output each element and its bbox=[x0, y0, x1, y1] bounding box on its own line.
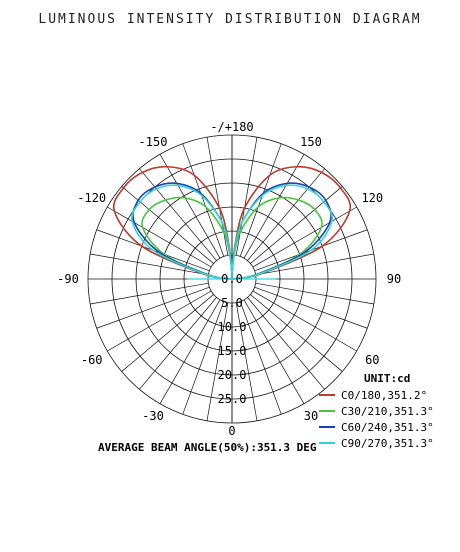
legend-label-c90: C90/270,351.3° bbox=[341, 436, 434, 450]
angle-label: 150 bbox=[300, 135, 322, 149]
grid-spoke bbox=[250, 186, 343, 264]
grid-spoke bbox=[254, 286, 368, 329]
radial-label: 25.0 bbox=[218, 392, 247, 406]
grid-spoke bbox=[159, 154, 221, 259]
legend-item-c0: C0/180,351.2° bbox=[319, 387, 434, 403]
grid-spoke bbox=[235, 137, 258, 256]
legend-label-c30: C30/210,351.3° bbox=[341, 404, 434, 418]
angle-label: -150 bbox=[139, 135, 168, 149]
radial-label: 15.0 bbox=[218, 344, 247, 358]
grid-spoke bbox=[121, 186, 214, 264]
legend-swatch-c30 bbox=[319, 410, 335, 412]
legend-swatch-c60 bbox=[319, 426, 335, 428]
angle-label: 120 bbox=[361, 191, 383, 205]
grid-spoke bbox=[206, 302, 229, 421]
grid-spoke bbox=[206, 137, 229, 256]
angle-label: -90 bbox=[57, 272, 79, 286]
legend-unit: UNIT:cd bbox=[364, 372, 411, 385]
angle-label: -/+180 bbox=[210, 120, 253, 134]
grid-spoke bbox=[243, 299, 305, 404]
legend-label-c60: C60/240,351.3° bbox=[341, 420, 434, 434]
grid-spoke bbox=[96, 286, 210, 329]
grid-spoke bbox=[139, 297, 217, 390]
radial-label: 20.0 bbox=[218, 368, 247, 382]
grid-spoke bbox=[159, 299, 221, 404]
grid-spoke bbox=[235, 302, 258, 421]
legend-label-c0: C0/180,351.2° bbox=[341, 388, 428, 402]
grid-spoke bbox=[239, 143, 282, 257]
beam-angle-text: AVERAGE BEAM ANGLE(50%):351.3 DEG bbox=[98, 441, 317, 454]
curve-c90 bbox=[130, 184, 334, 280]
radial-label: 0.0 bbox=[221, 272, 243, 286]
angle-label: 90 bbox=[387, 272, 401, 286]
legend-item-c60: C60/240,351.3° bbox=[319, 419, 434, 435]
legend: UNIT:cd C0/180,351.2° C30/210,351.3° C60… bbox=[319, 372, 434, 451]
legend-item-c30: C30/210,351.3° bbox=[319, 403, 434, 419]
grid-spoke bbox=[247, 297, 325, 390]
grid-spoke bbox=[255, 253, 374, 276]
grid-spoke bbox=[247, 168, 325, 261]
radial-label: 5.0 bbox=[221, 296, 243, 310]
grid-spoke bbox=[250, 294, 343, 372]
grid-spoke bbox=[182, 143, 225, 257]
angle-label: 60 bbox=[365, 353, 379, 367]
grid-spoke bbox=[121, 294, 214, 372]
angle-label: -60 bbox=[81, 353, 103, 367]
grid-spoke bbox=[90, 282, 209, 305]
legend-swatch-c90 bbox=[319, 442, 335, 444]
grid-spoke bbox=[90, 253, 209, 276]
axis-labels: -/+180 -150 150 -120 120 -90 90 -60 60 -30 30 0 0.0 5… bbox=[57, 120, 401, 438]
angle-label: 30 bbox=[304, 409, 318, 423]
grid-spoke bbox=[139, 168, 217, 261]
grid-spoke bbox=[107, 206, 212, 268]
angle-label: 0 bbox=[228, 424, 235, 438]
grid-spoke bbox=[252, 206, 357, 268]
legend-item-c90: C90/270,351.3° bbox=[319, 435, 434, 451]
intensity-curves bbox=[112, 165, 352, 280]
radial-label: 10.0 bbox=[218, 320, 247, 334]
chart-title: LUMINOUS INTENSITY DISTRIBUTION DIAGRAM bbox=[38, 12, 422, 27]
angle-label: -30 bbox=[142, 409, 164, 423]
angle-label: -120 bbox=[77, 191, 106, 205]
grid-spoke bbox=[107, 290, 212, 352]
grid-spoke bbox=[243, 154, 305, 259]
grid-spoke bbox=[255, 282, 374, 305]
grid-spoke bbox=[252, 290, 357, 352]
grid-spoke bbox=[182, 301, 225, 415]
grid-spoke bbox=[239, 301, 282, 415]
legend-swatch-c0 bbox=[319, 394, 335, 396]
polar-grid bbox=[87, 134, 377, 424]
